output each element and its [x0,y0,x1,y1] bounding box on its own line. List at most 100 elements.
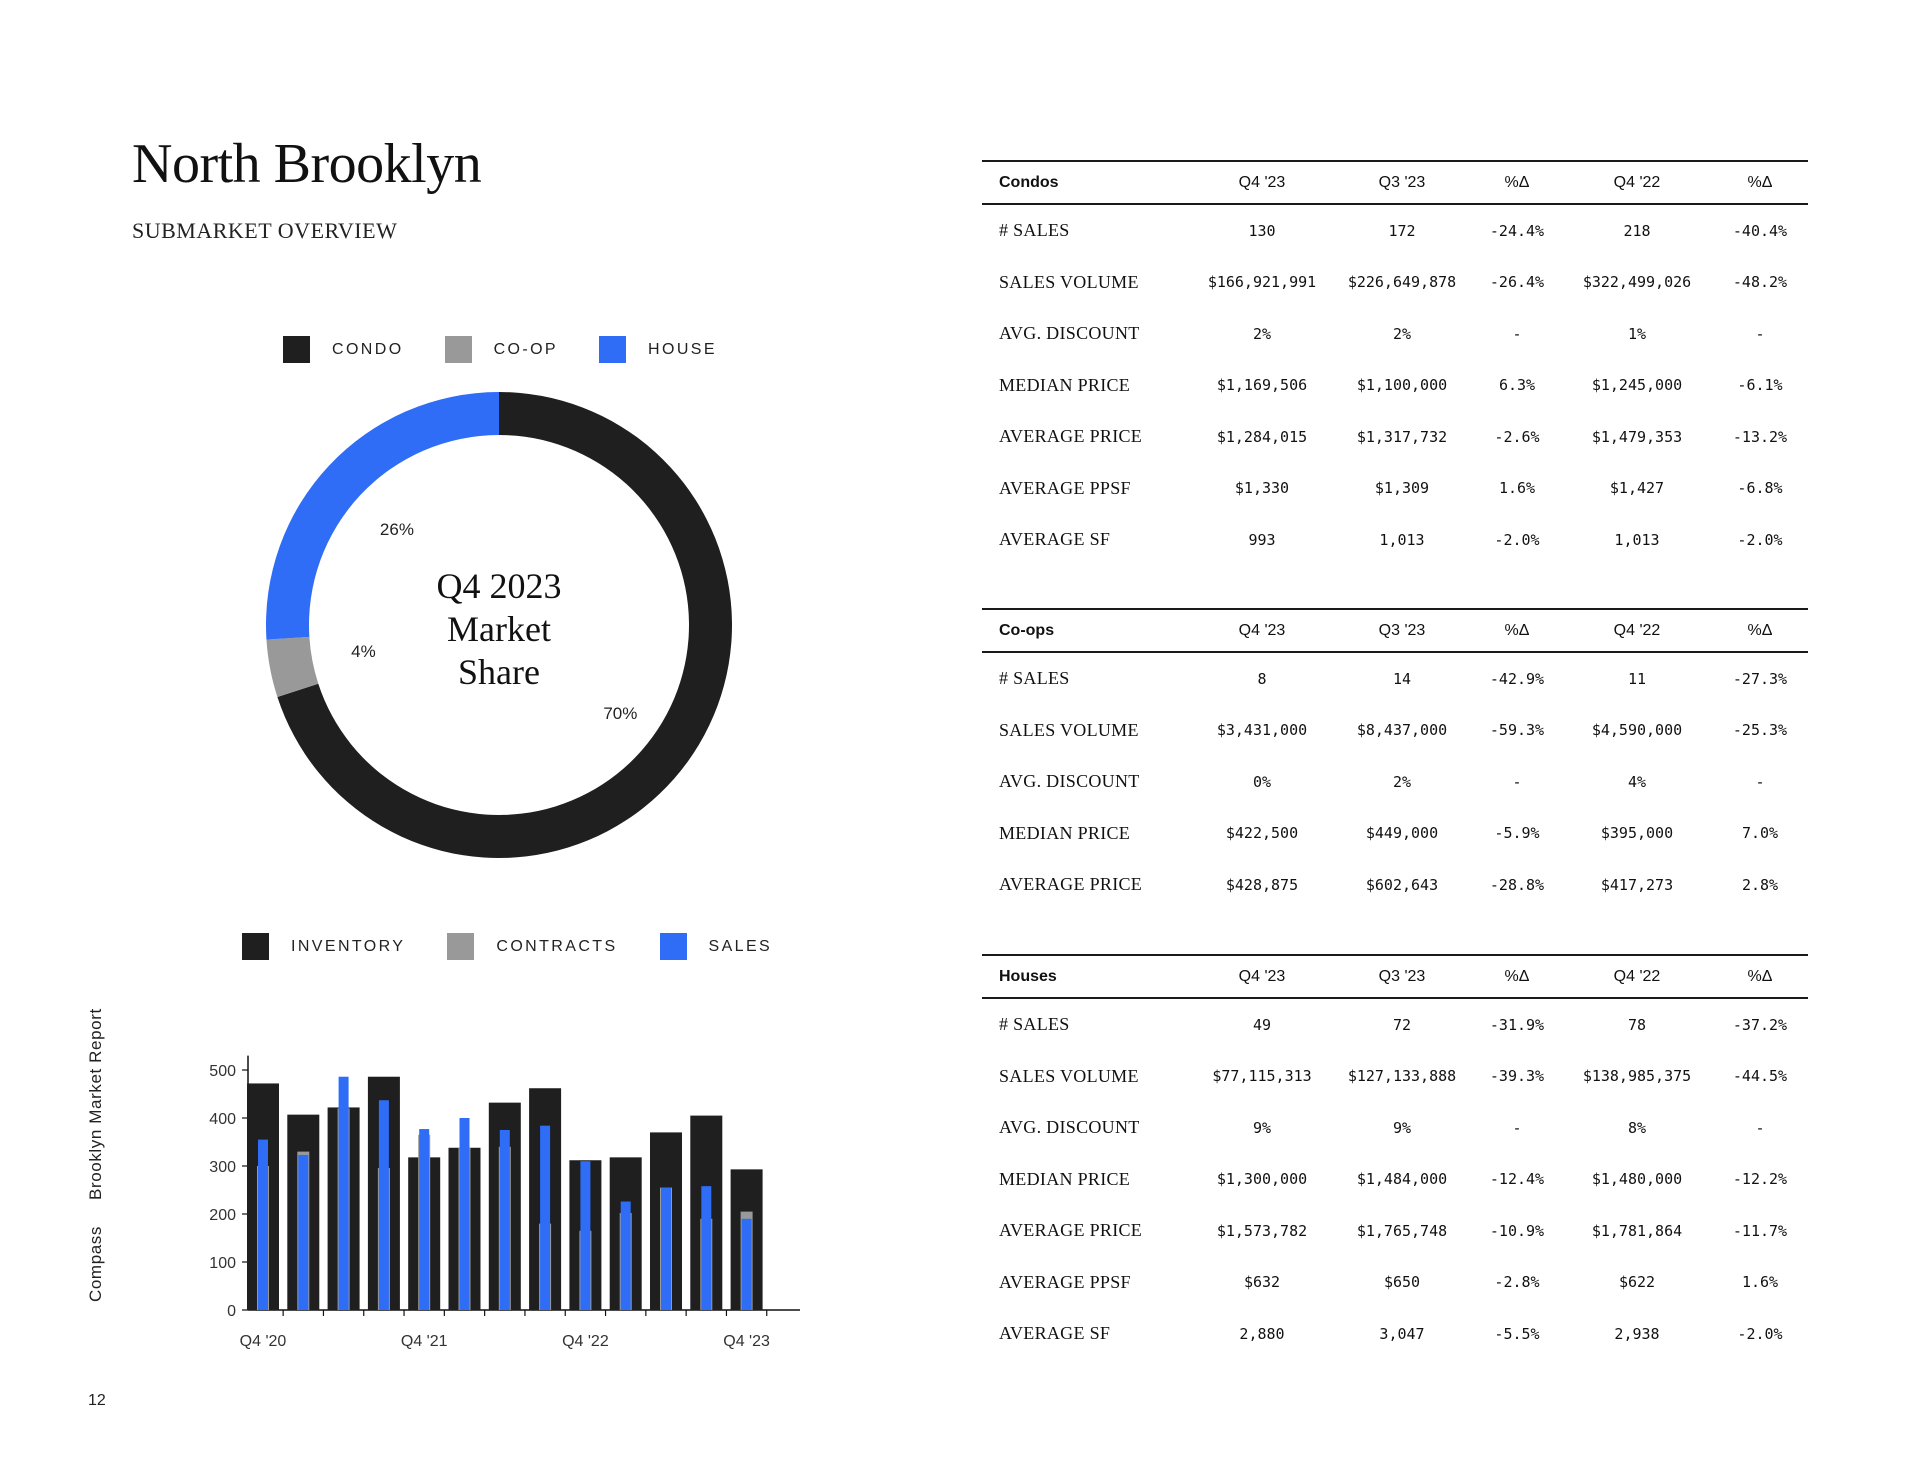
table-column-header: Q4 '22 [1562,954,1712,999]
table-cell: 1.6% [1741,1273,1779,1292]
table-cell: 8% [1627,1118,1647,1137]
inventory-contracts-sales-bar-chart: 0 100 200 300 400 500 Q4 '20 Q4 '21 Q4 '22 Q4 '23 [209,1055,800,1350]
table-row: MEDIAN PRICE $1,169,506 $1,100,000 6.3% $1,2… [982,360,1808,412]
legend-swatch-condo [283,336,310,363]
table-cell: $1,309 [1374,479,1430,498]
table-row: AVERAGE PRICE $428,875 $602,643 -28.8% $417,… [982,859,1808,911]
table-cell: $127,133,888 [1347,1067,1457,1086]
table-cell: -12.2% [1732,1170,1788,1189]
table-cell: -27.3% [1732,669,1788,688]
table-cell: $322,499,026 [1582,273,1692,292]
table-column-header: Q4 '23 [1192,954,1332,999]
table-cell: -39.3% [1489,1067,1545,1086]
table-row: MEDIAN PRICE $1,300,000 $1,484,000 -12.4% $1… [982,1154,1808,1206]
sidebar-report-title: Brooklyn Market Report [86,1008,105,1200]
table-cell: 3,047 [1379,1324,1425,1343]
legend-label-coop: CO-OP [493,340,559,358]
legend-item-condo: CONDO [283,336,404,363]
table-row: # SALES 8 14 -42.9% 11 -27.3% [982,652,1808,705]
table-cell: 130 [1248,221,1276,240]
bar-axis-labels: 0 100 200 300 400 500 Q4 '20 Q4 '21 Q4 '22 Q4 '23 [209,1063,770,1350]
table-cell: 1,013 [1379,530,1425,549]
table-row-label: AVG. DISCOUNT [999,771,1140,792]
table-column-header: %Δ [1472,954,1562,999]
legend-item-house: HOUSE [599,336,717,363]
table-cell: -6.1% [1737,376,1783,395]
table-row-label: MEDIAN PRICE [999,822,1131,843]
table-row-label: AVERAGE PRICE [999,874,1143,895]
donut-value-label: 26% [380,520,414,539]
bar-marks [247,1076,763,1310]
bar-sales [258,1139,268,1310]
table-row-label: SALES VOLUME [999,271,1139,292]
table-cell: 172 [1388,221,1416,240]
table-cell: 8 [1257,669,1267,688]
table-row-label: AVERAGE SF [999,529,1111,550]
table-cell: -2.0% [1737,530,1783,549]
table-column-header: %Δ [1472,608,1562,653]
table-row: AVG. DISCOUNT 0% 2% - 4% - [982,756,1808,808]
x-tick-label: Q4 '22 [562,1333,609,1350]
table-row: MEDIAN PRICE $422,500 $449,000 -5.9% $395,00… [982,808,1808,860]
table-row-label: AVERAGE PPSF [999,1271,1131,1292]
table-row-label: SALES VOLUME [999,719,1139,740]
table-cell: 218 [1623,221,1651,240]
table-cell: 6.3% [1498,376,1536,395]
table-row-label: # SALES [999,1014,1070,1035]
table-cell: 2% [1252,324,1272,343]
table-cell: 14 [1392,669,1412,688]
table-row: # SALES 130 172 -24.4% 218 -40.4% [982,204,1808,257]
bar-sales [540,1125,551,1310]
table-row-label: SALES VOLUME [999,1065,1139,1086]
table-cell: -37.2% [1732,1015,1788,1034]
legend-swatch-coop [444,336,472,363]
table-row: AVG. DISCOUNT 9% 9% - 8% - [982,1102,1808,1154]
table-cell: 9% [1392,1118,1412,1137]
table-cell: - [1512,1118,1522,1137]
table-cell: $622 [1618,1273,1656,1292]
table-cell: $1,573,782 [1216,1221,1308,1240]
table-cell: -40.4% [1732,221,1788,240]
table-row-label: AVERAGE SF [999,1323,1111,1344]
table-cell: -28.8% [1489,875,1545,894]
table-cell: $422,500 [1225,824,1299,843]
table-cell: 1.6% [1498,479,1536,498]
table-cell: -2.0% [1737,1324,1783,1343]
page-subtitle: SUBMARKET OVERVIEW [132,218,398,243]
table-cell: -59.3% [1489,721,1545,740]
condos-table: Condos Q4 '23 Q3 '23 %Δ Q4 '22 %Δ # SALES 130 17… [982,160,1808,566]
table-cell: $1,169,506 [1216,376,1308,395]
y-tick-label: 300 [209,1159,236,1176]
legend-swatch-house [599,336,627,363]
table-row: SALES VOLUME $166,921,991 $226,649,878 -26.… [982,257,1808,309]
table-cell: 2% [1392,324,1412,343]
table-cell: $1,781,864 [1591,1221,1683,1240]
table-column-header: Q4 '23 [1192,160,1332,205]
page-number: 12 [88,1392,106,1409]
table-row: # SALES 49 72 -31.9% 78 -37.2% [982,998,1808,1051]
table-cell: -12.4% [1489,1170,1545,1189]
donut-value-label: 70% [603,704,637,723]
table-row-label: MEDIAN PRICE [999,1168,1131,1189]
legend-item-contracts: CONTRACTS [447,933,617,960]
table-cell: $1,300,000 [1216,1170,1308,1189]
table-row-label: AVG. DISCOUNT [999,323,1140,344]
table-cell: -48.2% [1732,273,1788,292]
legend-label-contracts: CONTRACTS [496,937,618,955]
table-cell: $417,273 [1600,875,1674,894]
table-cell: 72 [1392,1015,1412,1034]
table-cell: $1,284,015 [1216,427,1308,446]
table-cell: 11 [1627,669,1647,688]
donut-value-labels: 70% 4% 26% [351,520,637,723]
legend-swatch-sales [659,933,687,960]
bar-sales [741,1218,752,1310]
table-header-row: Co-ops Q4 '23 Q3 '23 %Δ Q4 '22 %Δ [982,608,1808,653]
table-cell: $1,479,353 [1591,427,1683,446]
table-cell: $1,484,000 [1356,1170,1448,1189]
x-tick-label: Q4 '21 [401,1333,448,1350]
table-cell: -13.2% [1732,427,1788,446]
table-cell: - [1512,772,1522,791]
table-cell: 0% [1252,772,1272,791]
table-cell: -42.9% [1489,669,1545,688]
table-cell: $1,427 [1609,479,1665,498]
